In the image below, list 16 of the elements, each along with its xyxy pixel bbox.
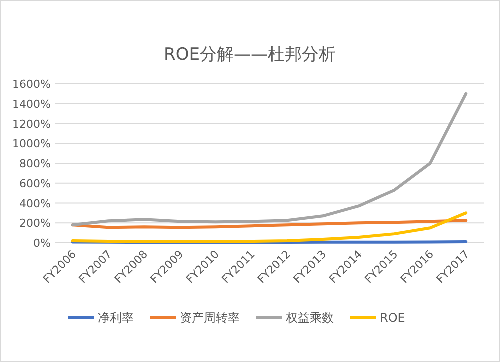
- y-tick-label: 1400%: [12, 98, 51, 111]
- line-series: [71, 92, 468, 227]
- legend-label: 权益乘数: [285, 311, 334, 325]
- legend-label: 资产周转率: [180, 311, 240, 325]
- y-tick-label: 1200%: [12, 118, 51, 131]
- line-series: [71, 212, 468, 244]
- y-tick-label: 800%: [20, 158, 51, 170]
- y-tick-label: 400%: [20, 197, 51, 210]
- y-tick-label: 0%: [34, 237, 51, 250]
- legend-label: ROE: [380, 311, 406, 325]
- y-tick-label: 1600%: [12, 78, 51, 91]
- y-tick-label: 1000%: [12, 138, 51, 151]
- y-tick-label: 600%: [20, 177, 51, 190]
- y-tick-label: 200%: [20, 217, 51, 230]
- chart-title: ROE分解——杜邦分析: [164, 45, 336, 65]
- legend-label: 净利率: [98, 311, 134, 325]
